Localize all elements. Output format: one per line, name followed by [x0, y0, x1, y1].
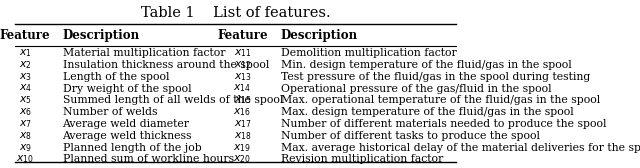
- Text: Feature: Feature: [0, 29, 51, 41]
- Text: Dry weight of the spool: Dry weight of the spool: [63, 83, 191, 94]
- Text: Feature: Feature: [217, 29, 268, 41]
- Text: Max. average historical delay of the material deliveries for the spool: Max. average historical delay of the mat…: [280, 143, 640, 153]
- Text: $x_{17}$: $x_{17}$: [234, 118, 252, 130]
- Text: Average weld thickness: Average weld thickness: [63, 131, 192, 141]
- Text: Revision multiplication factor: Revision multiplication factor: [280, 154, 443, 164]
- Text: Planned length of the job: Planned length of the job: [63, 143, 202, 153]
- Text: Summed length of all welds of the spool: Summed length of all welds of the spool: [63, 95, 283, 105]
- Text: Average weld diameter: Average weld diameter: [63, 119, 189, 129]
- Text: Description: Description: [280, 29, 358, 41]
- Text: Number of different materials needed to produce the spool: Number of different materials needed to …: [280, 119, 606, 129]
- Text: Material multiplication factor: Material multiplication factor: [63, 48, 225, 58]
- Text: $x_1$: $x_1$: [19, 47, 31, 59]
- Text: Insulation thickness around the spool: Insulation thickness around the spool: [63, 60, 269, 70]
- Text: Test pressure of the fluid/gas in the spool during testing: Test pressure of the fluid/gas in the sp…: [280, 72, 590, 82]
- Text: $x_9$: $x_9$: [19, 142, 32, 154]
- Text: $x_{15}$: $x_{15}$: [234, 94, 252, 106]
- Text: $x_{12}$: $x_{12}$: [234, 59, 251, 71]
- Text: Description: Description: [63, 29, 140, 41]
- Text: Number of different tasks to produce the spool: Number of different tasks to produce the…: [280, 131, 540, 141]
- Text: $x_3$: $x_3$: [19, 71, 32, 83]
- Text: $x_{13}$: $x_{13}$: [234, 71, 252, 83]
- Text: $x_{16}$: $x_{16}$: [234, 106, 252, 118]
- Text: Demolition multiplication factor: Demolition multiplication factor: [280, 48, 456, 58]
- Text: Operational pressure of the gas/fluid in the spool: Operational pressure of the gas/fluid in…: [280, 83, 551, 94]
- Text: $x_4$: $x_4$: [19, 83, 32, 94]
- Text: Planned sum of workline hours: Planned sum of workline hours: [63, 154, 234, 164]
- Text: $x_{14}$: $x_{14}$: [234, 83, 252, 94]
- Text: $x_6$: $x_6$: [19, 106, 32, 118]
- Text: $x_5$: $x_5$: [19, 94, 32, 106]
- Text: $x_{11}$: $x_{11}$: [234, 47, 252, 59]
- Text: $x_7$: $x_7$: [19, 118, 32, 130]
- Text: $x_8$: $x_8$: [19, 130, 32, 142]
- Text: Table 1    List of features.: Table 1 List of features.: [141, 6, 330, 20]
- Text: Max. design temperature of the fluid/gas in the spool: Max. design temperature of the fluid/gas…: [280, 107, 573, 117]
- Text: $x_{10}$: $x_{10}$: [16, 154, 34, 165]
- Text: Min. design temperature of the fluid/gas in the spool: Min. design temperature of the fluid/gas…: [280, 60, 572, 70]
- Text: $x_{18}$: $x_{18}$: [234, 130, 252, 142]
- Text: $x_2$: $x_2$: [19, 59, 31, 71]
- Text: $x_{19}$: $x_{19}$: [234, 142, 252, 154]
- Text: $x_{20}$: $x_{20}$: [234, 154, 252, 165]
- Text: Max. operational temperature of the fluid/gas in the spool: Max. operational temperature of the flui…: [280, 95, 600, 105]
- Text: Number of welds: Number of welds: [63, 107, 157, 117]
- Text: Length of the spool: Length of the spool: [63, 72, 169, 82]
